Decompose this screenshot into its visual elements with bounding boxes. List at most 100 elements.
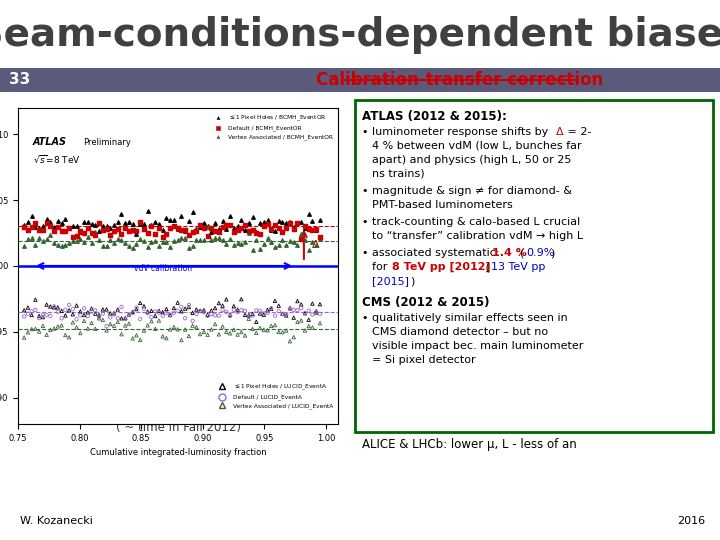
Point (239, 238, 251, 246)
Point (206, 228, 217, 237)
Point (78, 238, 90, 247)
Point (198, 219, 210, 228)
Point (135, 234, 146, 243)
Point (295, 300, 307, 309)
Point (97, 309, 109, 318)
Point (284, 337, 296, 346)
Point (288, 225, 300, 234)
Point (254, 219, 266, 227)
Point (235, 295, 247, 303)
Point (123, 218, 135, 227)
Point (67, 318, 78, 327)
Point (104, 313, 116, 322)
Point (94, 235, 105, 244)
Point (112, 218, 124, 226)
Point (145, 313, 157, 321)
Point (179, 304, 191, 313)
Point (232, 221, 243, 230)
Point (142, 309, 153, 318)
Point (131, 305, 143, 313)
Point (33, 327, 45, 336)
Point (94, 219, 105, 228)
Point (262, 234, 274, 242)
Point (86, 228, 97, 237)
Point (157, 226, 168, 234)
Point (172, 236, 184, 245)
Point (56, 314, 68, 322)
Point (26, 310, 37, 319)
Point (225, 312, 236, 320)
Point (60, 214, 71, 223)
Point (172, 298, 184, 307)
Point (220, 308, 232, 316)
Point (45, 302, 56, 311)
Point (22, 303, 34, 312)
Point (258, 221, 269, 230)
Point (52, 303, 63, 312)
Point (206, 310, 217, 319)
Point (75, 227, 86, 235)
Point (89, 221, 101, 230)
Point (108, 239, 120, 247)
Point (194, 307, 206, 315)
Point (41, 330, 53, 339)
Point (161, 334, 172, 342)
Point (247, 226, 258, 234)
Point (198, 224, 210, 232)
Point (266, 225, 277, 234)
Point (295, 230, 307, 238)
Point (78, 229, 90, 238)
Point (187, 208, 199, 217)
Text: (: ( (520, 248, 524, 258)
Point (213, 330, 225, 339)
Point (41, 235, 53, 244)
Point (206, 224, 217, 232)
Point (94, 313, 105, 321)
Point (179, 227, 191, 235)
Point (168, 237, 180, 245)
Point (183, 244, 194, 252)
Point (258, 218, 269, 227)
Point (82, 324, 94, 333)
Point (75, 235, 86, 244)
Point (56, 219, 68, 228)
Point (63, 301, 75, 309)
Point (247, 213, 258, 221)
Point (262, 219, 274, 228)
Point (281, 310, 292, 319)
Point (161, 213, 172, 222)
Point (276, 309, 288, 318)
Point (258, 309, 269, 318)
Point (142, 321, 153, 330)
Point (138, 305, 150, 313)
Point (225, 235, 236, 244)
Point (210, 320, 221, 328)
Text: W. Kozanecki: W. Kozanecki (20, 516, 93, 526)
Text: • luminometer response shifts by: • luminometer response shifts by (362, 127, 552, 137)
Point (168, 308, 180, 317)
Point (187, 228, 199, 237)
Point (97, 226, 109, 234)
Point (310, 225, 322, 233)
Point (220, 224, 232, 233)
Point (127, 226, 138, 234)
Point (82, 218, 94, 227)
Point (138, 237, 150, 246)
Text: ATLAS (2012 & 2015):: ATLAS (2012 & 2015): (362, 110, 507, 123)
Point (295, 304, 307, 313)
Point (82, 312, 94, 320)
Point (142, 206, 153, 215)
Point (269, 226, 281, 235)
Point (235, 306, 247, 314)
Point (135, 299, 146, 307)
Point (176, 225, 187, 234)
Point (71, 232, 82, 240)
Point (104, 231, 116, 239)
Point (138, 225, 150, 233)
Point (307, 299, 318, 308)
Point (228, 326, 240, 334)
Point (86, 239, 97, 248)
FancyBboxPatch shape (355, 100, 713, 432)
Point (262, 215, 274, 224)
Point (94, 314, 105, 322)
